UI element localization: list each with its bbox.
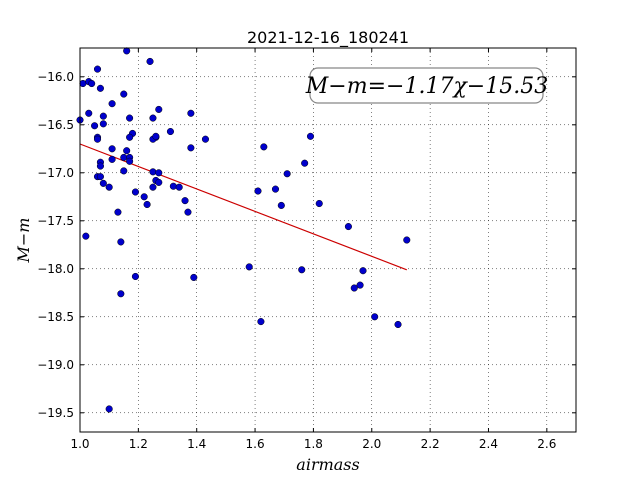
data-point [403,236,411,244]
y-tick-label: −18.5 [37,310,74,324]
data-point [371,313,379,321]
fit-equation-frame [309,67,544,104]
data-point [181,197,189,205]
data-point [131,188,139,196]
data-point [126,114,134,122]
data-point [99,112,107,120]
chart-title: 2021-12-16_180241 [247,28,409,48]
x-tick-label: 2.4 [479,437,498,451]
data-point [152,132,160,140]
y-tick-label: −18.0 [37,262,74,276]
data-point [146,57,154,65]
y-tick-label: −17.0 [37,166,74,180]
x-tick-label: 1.6 [246,437,265,451]
data-point [201,135,210,143]
y-tick-label: −19.5 [37,406,74,420]
data-point [120,167,128,175]
data-point [123,47,131,55]
data-point [301,159,309,167]
data-point [254,187,262,195]
data-point [277,201,285,209]
x-tick-label: 1.8 [304,437,323,451]
data-point [85,109,93,117]
data-point [96,173,104,181]
data-point [260,143,268,151]
data-point [93,65,102,73]
data-point [306,132,315,140]
data-point [108,145,116,153]
data-point [82,232,90,240]
data-point [149,114,157,122]
data-point [356,281,364,289]
data-point [123,147,131,155]
data-point [105,405,113,413]
fit-equation: M−m=−1.17χ−15.53 [305,74,548,99]
data-point [99,179,107,187]
data-point [190,273,198,281]
fit-line [79,143,407,271]
fit-equation-box: M−m=−1.17χ−15.53 [305,67,548,104]
x-axis-label: airmass [296,455,359,474]
data-point [96,84,104,92]
data-point [108,100,116,108]
data-point [140,193,148,201]
data-point [131,272,139,281]
y-tick-label: −17.5 [37,214,74,228]
data-point [175,183,183,191]
data-point [169,182,177,190]
data-point [155,169,163,177]
y-tick-label: −16.0 [37,70,74,84]
data-point [120,90,128,98]
data-point [93,135,102,143]
data-point [114,208,122,216]
x-tick-label: 2.2 [421,437,440,451]
x-tick-label: 2.6 [537,437,556,451]
y-tick-label: −16.5 [37,118,74,132]
data-point [359,267,367,275]
data-point [99,120,107,128]
data-point [166,127,174,136]
data-point [298,266,306,274]
data-point [344,223,352,231]
data-point [350,284,358,292]
axis-ticks: 1.0 1.2 1.4 1.6 1.8 2.0 2.2 2.4 2.6 −16.0 −16.5 −17… [37,48,576,451]
data-point [394,320,402,329]
data-point [149,183,157,191]
data-point [88,79,96,88]
y-axis-label: M−m [14,218,33,264]
data-point [149,168,157,176]
data-point [108,155,116,163]
data-point [117,238,125,246]
fit-line-group [79,143,407,271]
plot-frame [79,47,577,433]
data-point [184,208,192,216]
data-point [143,200,151,209]
y-tick-label: −19.0 [37,358,74,372]
x-tick-label: 1.0 [70,437,89,451]
data-point [315,199,323,208]
data-point [187,109,195,117]
x-tick-label: 1.2 [129,437,148,451]
data-point [283,170,291,178]
data-point [126,133,134,141]
data-point [96,162,104,170]
data-point [105,183,113,191]
data-point [155,178,163,186]
x-tick-label: 2.0 [362,437,381,451]
data-point [187,144,195,152]
data-points [76,47,411,413]
data-point [257,318,265,326]
x-tick-label: 1.4 [187,437,206,451]
data-point [271,185,280,193]
data-point [117,290,125,298]
data-point [126,157,134,165]
data-point [155,105,163,113]
data-point [91,122,99,130]
data-point [245,263,253,271]
